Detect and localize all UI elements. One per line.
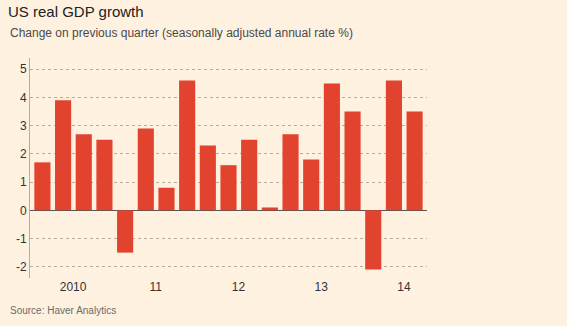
svg-text:14: 14 [397, 280, 411, 294]
svg-text:Change on previous quarter (se: Change on previous quarter (seasonally a… [10, 26, 353, 40]
svg-text:US real GDP growth: US real GDP growth [8, 3, 144, 20]
svg-text:5: 5 [20, 62, 27, 76]
svg-text:13: 13 [315, 280, 329, 294]
svg-text:Source: Haver Analytics: Source: Haver Analytics [10, 305, 116, 316]
svg-text:1: 1 [20, 175, 27, 189]
svg-text:11: 11 [150, 280, 163, 294]
svg-text:3: 3 [20, 119, 27, 133]
svg-text:4: 4 [20, 91, 27, 105]
svg-text:2010: 2010 [60, 280, 87, 294]
svg-text:0: 0 [20, 204, 27, 218]
svg-text:2: 2 [20, 147, 27, 161]
svg-text:12: 12 [232, 280, 246, 294]
svg-text:-1: -1 [16, 232, 27, 246]
svg-text:-2: -2 [16, 260, 27, 274]
